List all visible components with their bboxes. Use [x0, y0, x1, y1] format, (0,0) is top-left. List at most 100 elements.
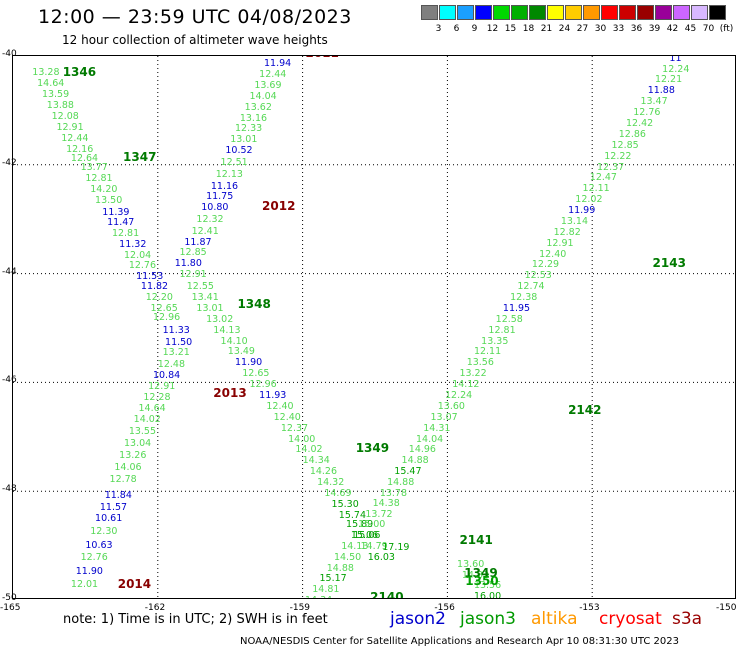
- wave-height-value: 12.08: [51, 110, 79, 122]
- pass-number-label: 2014: [117, 576, 152, 591]
- wave-height-value: 12.11: [473, 346, 502, 358]
- wave-height-value: 14.02: [133, 414, 161, 426]
- color-scale-label: 33: [612, 24, 625, 34]
- wave-height-value: 12.21: [654, 74, 683, 86]
- wave-height-value: 15.06: [353, 530, 381, 542]
- pass-number-label: 1349: [355, 440, 390, 455]
- color-scale-label: 39: [648, 24, 661, 34]
- wave-height-value: 13.72: [365, 508, 393, 520]
- wave-height-value: 12.47: [589, 172, 617, 184]
- wave-height-value: 12.32: [196, 214, 224, 226]
- latitude-tick-label: -40: [2, 49, 17, 59]
- pass-number-label: 1347: [123, 149, 157, 164]
- wave-height-value: 13.04: [124, 437, 152, 449]
- longitude-tick-label: -156: [434, 603, 455, 613]
- color-scale-label: 6: [453, 24, 460, 34]
- wave-height-value: 11.33: [162, 325, 190, 337]
- wave-height-value: 12.91: [56, 121, 84, 133]
- wave-height-value: 15.17: [319, 573, 347, 585]
- wave-height-value: 10.63: [85, 539, 113, 551]
- wave-height-value: 12.51: [220, 157, 248, 169]
- wave-height-value: 12.02: [575, 194, 603, 206]
- color-scale-swatch: [583, 5, 600, 20]
- map-grid: [13, 56, 735, 598]
- wave-height-value: 12.53: [524, 270, 552, 282]
- wave-height-value: 12.04: [124, 249, 152, 261]
- wave-height-value: 13.88: [46, 100, 74, 112]
- wave-height-value: 14.88: [387, 477, 415, 489]
- wave-height-value: 11.39: [102, 206, 130, 218]
- wave-height-value: 12.82: [553, 226, 581, 238]
- wave-height-value: 10.84: [152, 369, 181, 381]
- latitude-tick-label: -44: [2, 266, 17, 277]
- wave-height-value: 11: [669, 55, 682, 64]
- wave-height-value: 14.13: [341, 541, 369, 553]
- color-scale-label: 42: [666, 24, 679, 34]
- altimeter-map: 13.28 14.64 13.59 13.88 12.08 12.91 12.44 12.16…: [12, 55, 736, 599]
- wave-height-value: 11.75: [206, 191, 234, 203]
- wave-height-value: 12.81: [85, 173, 113, 185]
- wave-height-value: 12.81: [488, 324, 516, 336]
- page-subtitle: 12 hour collection of altimeter wave hei…: [62, 33, 328, 47]
- wave-height-value: 14.50: [333, 552, 362, 564]
- wave-height-value: 16.03: [367, 552, 395, 564]
- wave-height-value: 11.32: [119, 238, 147, 250]
- pass-number-label: 2011: [305, 56, 338, 60]
- legend-cryosat: cryosat: [599, 609, 662, 629]
- wave-height-value: 12.74: [517, 281, 545, 293]
- wave-height-value: 15.06: [350, 530, 379, 542]
- color-scale-label: 9: [471, 24, 478, 34]
- wave-height-value: 14.88: [401, 455, 429, 467]
- wave-height-value: 14.04: [249, 90, 277, 102]
- color-scale-swatch: [439, 5, 456, 20]
- wave-height-value: 12.65: [150, 302, 178, 314]
- wave-height-value: 12.22: [604, 150, 632, 162]
- wave-height-value: 14.02: [295, 444, 323, 456]
- legend-altika: altika: [531, 609, 578, 629]
- wave-height-value: 13.78: [379, 487, 408, 499]
- longitude-tick-label: -159: [289, 603, 311, 613]
- wave-height-value: 12.64: [70, 153, 99, 165]
- wave-height-value: 13.41: [191, 292, 219, 304]
- color-scale-label: 12: [486, 24, 499, 34]
- wave-height-value: 11.50: [165, 336, 193, 348]
- wave-height-value: 12.41: [191, 225, 219, 237]
- color-scale-swatch: [493, 5, 510, 20]
- wave-height-value: 13.14: [560, 215, 589, 227]
- color-scale-swatch: [691, 5, 708, 20]
- wave-height-value: 12.86: [618, 128, 646, 140]
- wave-height-value: 12.16: [66, 143, 94, 155]
- wave-height-value: 13.77: [80, 161, 108, 173]
- wave-height-value: 12.78: [109, 474, 137, 486]
- wave-height-value: 12.96: [152, 312, 181, 324]
- wave-height-value: 11.57: [99, 501, 128, 513]
- wave-height-value: 12.33: [235, 123, 263, 135]
- wave-height-value: 13.21: [162, 347, 190, 359]
- wave-height-value: 13.22: [459, 368, 487, 380]
- color-scale-swatch: [547, 5, 564, 20]
- wave-height-value: 14.04: [416, 433, 444, 445]
- wave-height-value: 12.11: [582, 183, 610, 195]
- longitude-tick-label: -150: [716, 603, 737, 613]
- pass-number-label: 2140: [370, 590, 404, 599]
- wave-height-value: 11.53: [136, 271, 164, 283]
- pass-number-label: 1350: [465, 573, 499, 588]
- wave-height-value: 12.76: [128, 259, 157, 271]
- color-scale-label: 24: [558, 24, 571, 34]
- color-scale-swatch: [511, 5, 528, 20]
- wave-height-value: 14.96: [408, 444, 436, 456]
- pass-number-label: 1348: [237, 296, 271, 311]
- wave-height-value: 13.62: [244, 101, 272, 113]
- color-scale-swatch: [457, 5, 474, 20]
- wave-height-value: 14.31: [423, 422, 451, 434]
- color-scale-swatch: [709, 5, 726, 20]
- wave-height-value: 13.60: [457, 558, 485, 570]
- wave-height-value: 10.61: [95, 513, 123, 525]
- wave-height-value: 12.24: [662, 63, 690, 75]
- wave-height-value: 12.13: [215, 168, 243, 180]
- wave-height-value: 12.28: [143, 391, 171, 403]
- color-scale-label: 36: [630, 24, 643, 34]
- wave-height-value: 14.33: [461, 569, 490, 581]
- wave-height-value: 14.20: [90, 184, 118, 196]
- wave-height-value: 15.47: [394, 466, 422, 478]
